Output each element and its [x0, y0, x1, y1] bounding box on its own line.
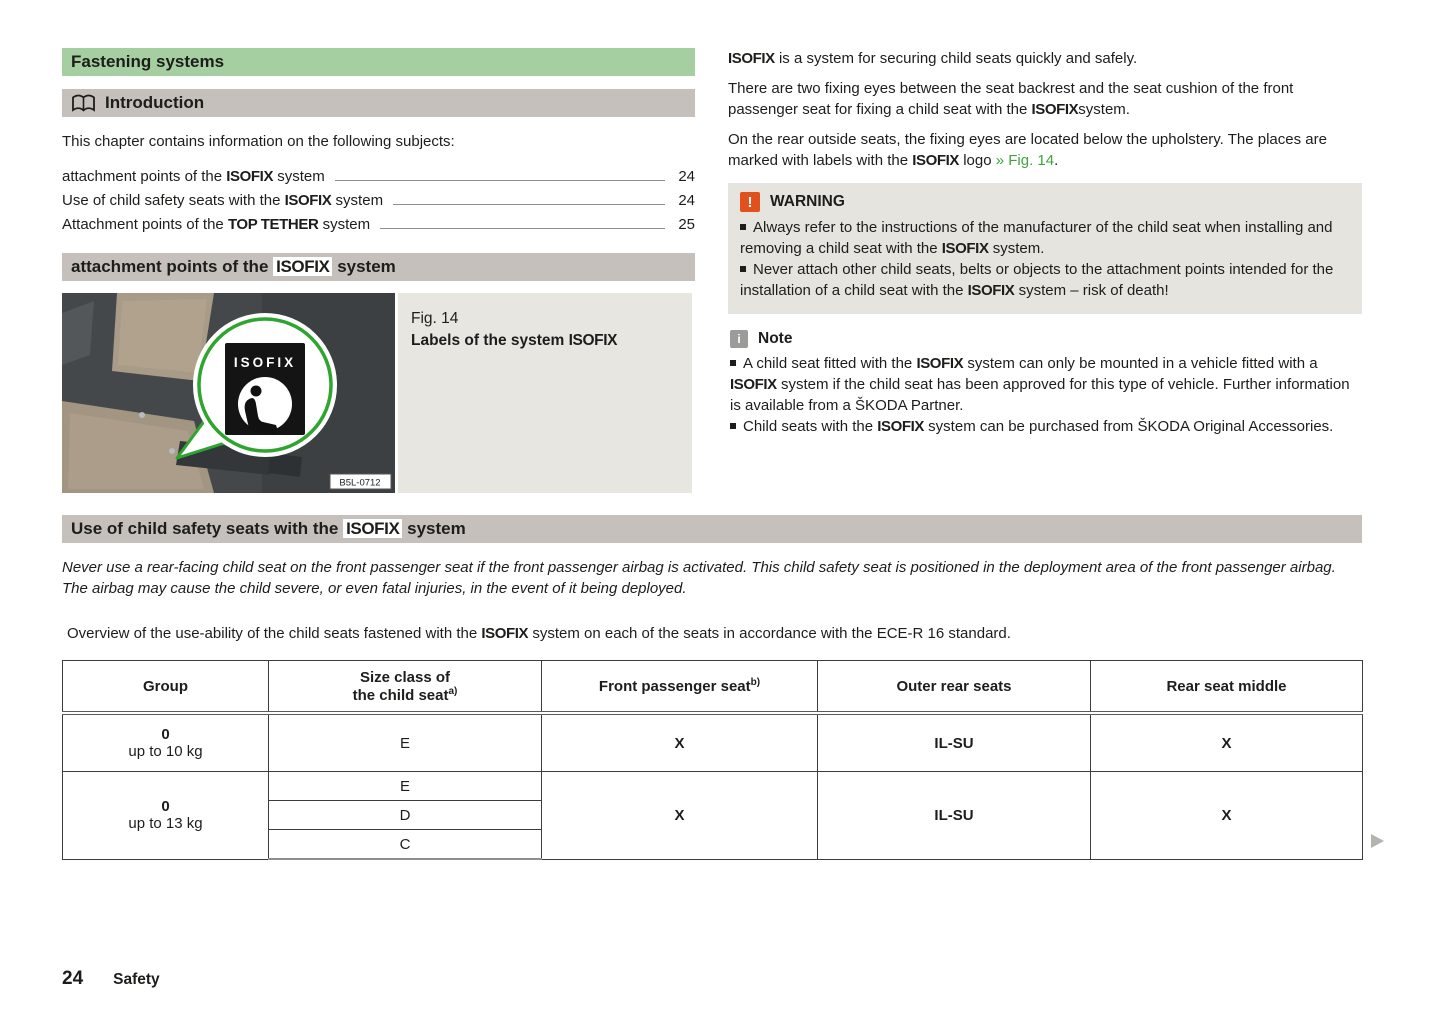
warning-title: WARNING	[770, 193, 845, 210]
toc-leader-line	[380, 228, 665, 229]
isofix-logotype: ISOFIX	[877, 418, 925, 435]
warning-box: ! WARNING Always refer to the instructio…	[728, 183, 1362, 314]
isofix-logotype: ISOFIX	[273, 257, 333, 276]
table-continues-arrow-icon	[1371, 834, 1384, 848]
cell-size-class: D	[268, 800, 542, 830]
two-column-area: Fastening systems Introduction This chap…	[62, 48, 1362, 493]
section-header-use-of-child-seats: Use of child safety seats with the ISOFI…	[62, 515, 1362, 543]
toc-page-number: 25	[678, 216, 695, 233]
isofix-label-text: ISOFIX	[234, 355, 296, 370]
cell-outer-rear: IL-SU	[817, 771, 1091, 860]
isofix-logotype: ISOFIX	[481, 625, 529, 642]
figure-14: ISOFIX B5L-0712 Fig. 14 Labels of the sy…	[62, 293, 695, 493]
paragraph-fixing-eyes-front: There are two fixing eyes between the se…	[728, 80, 1294, 118]
isofix-logotype: ISOFIX	[568, 332, 618, 349]
right-column: ISOFIX is a system for securing child se…	[728, 48, 1362, 437]
left-column: Fastening systems Introduction This chap…	[62, 48, 695, 493]
figure-14-link[interactable]: » Fig. 14	[995, 152, 1055, 169]
figure-label: Fig. 14	[411, 310, 459, 327]
cell-rear-middle: X	[1090, 771, 1363, 860]
cell-front-passenger: X	[541, 771, 818, 860]
toc-label: Attachment points of the TOP TETHER syst…	[62, 216, 371, 233]
table-row: 0 up to 10 kg E X IL-SU X	[62, 712, 1363, 772]
cell-size-class: C	[268, 829, 542, 860]
paragraph-fixing-eyes-rear: On the rear outside seats, the fixing ey…	[728, 131, 1327, 169]
table-subrow: D	[63, 800, 1363, 830]
isofix-logotype: ISOFIX	[967, 282, 1015, 299]
footnote-marker-a: a)	[448, 685, 458, 697]
section-header-attachment-points: attachment points of the ISOFIX system	[62, 253, 695, 281]
col-header-size-class: Size class of the child seata)	[268, 660, 542, 715]
chapter-title: Fastening systems	[71, 52, 225, 71]
cell-group-0-13kg: 0 up to 13 kg	[62, 771, 269, 860]
isofix-logotype: ISOFIX	[728, 50, 775, 67]
note-item: Child seats with the ISOFIX system can b…	[730, 416, 1360, 437]
cell-group-0-10kg: 0 up to 10 kg	[62, 712, 269, 772]
cell-outer-rear: IL-SU	[817, 712, 1091, 772]
toc-leader-line	[393, 204, 665, 205]
chapter-toc: attachment points of the ISOFIX system 2…	[62, 165, 695, 237]
note-item: A child seat fitted with the ISOFIX syst…	[730, 355, 1350, 414]
toc-page-number: 24	[678, 168, 695, 185]
toc-label: Use of child safety seats with the ISOFI…	[62, 192, 384, 209]
warning-item: Never attach other child seats, belts or…	[740, 261, 1334, 299]
open-book-icon	[71, 94, 96, 113]
overview-paragraph: Overview of the use-ability of the child…	[67, 625, 1011, 642]
page-number: 24	[62, 968, 84, 989]
cell-rear-middle: X	[1090, 712, 1363, 772]
airbag-warning-italic: Never use a rear-facing child seat on th…	[62, 559, 1336, 597]
footnote-marker-b: b)	[750, 677, 761, 688]
square-bullet-icon	[730, 360, 736, 366]
isofix-logotype: ISOFIX	[730, 376, 777, 393]
isofix-logotype: ISOFIX	[941, 240, 989, 257]
toc-page-number: 24	[678, 192, 695, 209]
col-header-outer-rear: Outer rear seats	[817, 660, 1091, 715]
image-code: B5L-0712	[339, 478, 380, 489]
toc-label: attachment points of the ISOFIX system	[62, 168, 325, 185]
page-content: Fastening systems Introduction This chap…	[62, 48, 1384, 860]
note-title: Note	[758, 330, 793, 347]
table-row: 0 up to 13 kg E X IL-SU X	[62, 771, 1363, 860]
warning-item: Always refer to the instructions of the …	[740, 219, 1333, 257]
footer-section-name: Safety	[113, 971, 160, 988]
introduction-header: Introduction	[105, 93, 205, 112]
paragraph-isofix-intro: ISOFIX is a system for securing child se…	[728, 50, 1138, 67]
child-seat-compatibility-table: Group Size class of the child seata) Fron…	[62, 660, 1363, 860]
square-bullet-icon	[740, 224, 746, 230]
chapter-title-bar: Fastening systems	[62, 48, 695, 76]
col-header-rear-middle: Rear seat middle	[1090, 660, 1363, 715]
figure-caption-text: Labels of the system ISOFIX	[411, 332, 618, 349]
col-header-front-passenger: Front passenger seatb)	[541, 660, 818, 715]
figure-caption: Fig. 14 Labels of the system ISOFIX	[398, 293, 692, 493]
cell-size-class: E	[268, 712, 542, 772]
note-title-row: i Note	[730, 330, 1360, 348]
table-header-row: Group Size class of the child seata) Fron…	[62, 660, 1363, 715]
warning-icon: !	[740, 192, 760, 212]
isofix-logotype: ISOFIX	[916, 355, 964, 372]
col-header-group: Group	[62, 660, 269, 715]
square-bullet-icon	[740, 266, 746, 272]
isofix-logotype: ISOFIX	[912, 152, 960, 169]
page-footer: 24 Safety	[62, 968, 160, 990]
isofix-logotype: ISOFIX	[1031, 101, 1079, 118]
square-bullet-icon	[730, 423, 736, 429]
warning-title-row: ! WARNING	[740, 192, 1350, 212]
intro-paragraph: This chapter contains information on the…	[62, 133, 455, 150]
cell-size-class: E	[268, 771, 542, 801]
table-subrow: C	[63, 829, 1363, 860]
note-block: i Note A child seat fitted with the ISOF…	[728, 330, 1362, 437]
toc-entry[interactable]: Use of child safety seats with the ISOFI…	[62, 189, 695, 213]
toc-entry[interactable]: Attachment points of the TOP TETHER syst…	[62, 213, 695, 237]
toc-leader-line	[334, 180, 665, 181]
figure-image-isofix-label: ISOFIX B5L-0712	[62, 293, 395, 493]
cell-front-passenger: X	[541, 712, 818, 772]
introduction-header-bar: Introduction	[62, 89, 695, 117]
toc-entry[interactable]: attachment points of the ISOFIX system 2…	[62, 165, 695, 189]
child-seat-table-wrapper: Group Size class of the child seata) Fron…	[62, 660, 1384, 860]
info-icon: i	[730, 330, 748, 348]
isofix-logotype: ISOFIX	[343, 519, 403, 538]
